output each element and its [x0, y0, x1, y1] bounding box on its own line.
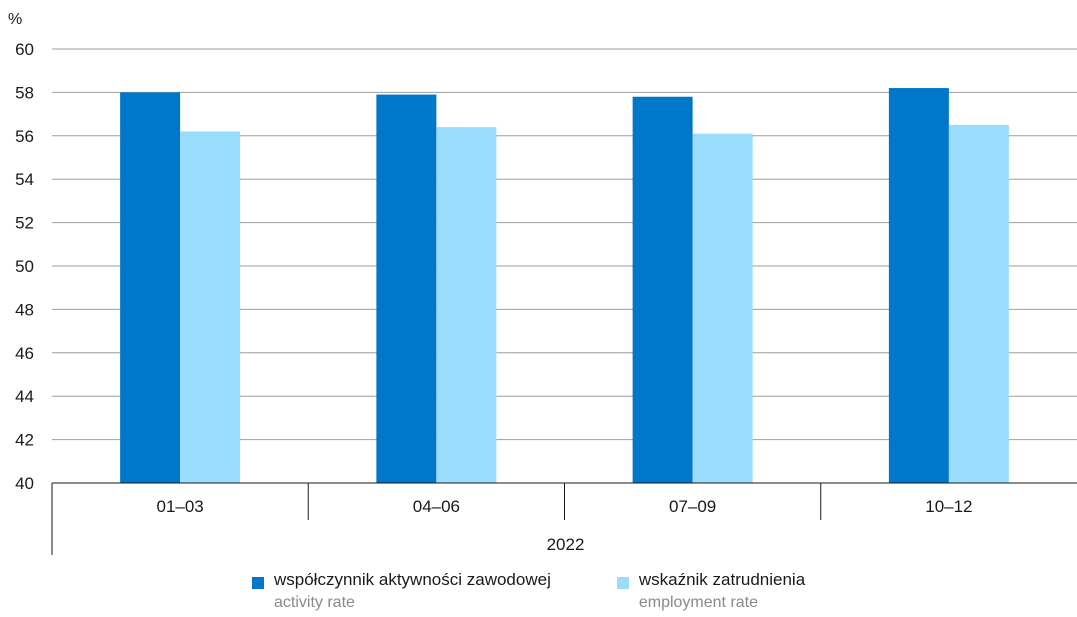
y-tick-label-42: 42 — [15, 431, 34, 450]
x-group-label: 2022 — [547, 535, 585, 554]
legend: współczynnik aktywności zawodowej activi… — [252, 569, 805, 615]
bar-employment-rate-3 — [692, 133, 753, 483]
y-tick-label-50: 50 — [15, 257, 34, 276]
bar-activity-rate-2 — [376, 94, 437, 483]
y-unit-label: % — [8, 11, 22, 28]
bar-employment-rate-2 — [436, 127, 497, 484]
legend-label-employment-rate-en: employment rate — [638, 594, 759, 611]
legend-label-activity-rate-pl: współczynnik aktywności zawodowej — [274, 570, 551, 589]
y-tick-label-46: 46 — [15, 344, 34, 363]
y-tick-label-58: 58 — [15, 83, 34, 102]
bars — [120, 88, 1009, 484]
legend-item-employment-rate: wskaźnik zatrudnienia employment rate — [616, 569, 806, 615]
x-tick-label-4: 10–12 — [925, 497, 972, 516]
axis-labels: % 40 42 44 46 48 50 52 54 56 58 60 01–03 04–06 07–09 10… — [8, 11, 973, 554]
x-tick-label-3: 07–09 — [669, 497, 716, 516]
bar-employment-rate-1 — [180, 131, 241, 483]
legend-swatch-employment-rate — [616, 577, 629, 589]
bar-activity-rate-3 — [632, 96, 693, 484]
y-tick-label-56: 56 — [15, 127, 34, 146]
bar-activity-rate-4 — [888, 88, 949, 483]
legend-item-activity-rate: współczynnik aktywności zawodowej activi… — [252, 569, 551, 615]
legend-label-activity-rate-en: activity rate — [274, 594, 355, 611]
y-tick-label-44: 44 — [15, 387, 34, 406]
y-tick-label-48: 48 — [15, 300, 34, 319]
y-tick-label-40: 40 — [15, 474, 34, 493]
axes — [51, 482, 1077, 555]
y-tick-label-54: 54 — [15, 170, 34, 189]
x-tick-label-2: 04–06 — [413, 497, 460, 516]
y-tick-label-52: 52 — [15, 214, 34, 233]
x-tick-label-1: 01–03 — [156, 497, 203, 516]
legend-label-employment-rate-pl: wskaźnik zatrudnienia — [638, 570, 806, 589]
bar-activity-rate-1 — [120, 92, 181, 484]
bar-employment-rate-4 — [948, 124, 1009, 483]
legend-swatch-activity-rate — [252, 577, 264, 589]
y-tick-label-60: 60 — [15, 40, 34, 59]
